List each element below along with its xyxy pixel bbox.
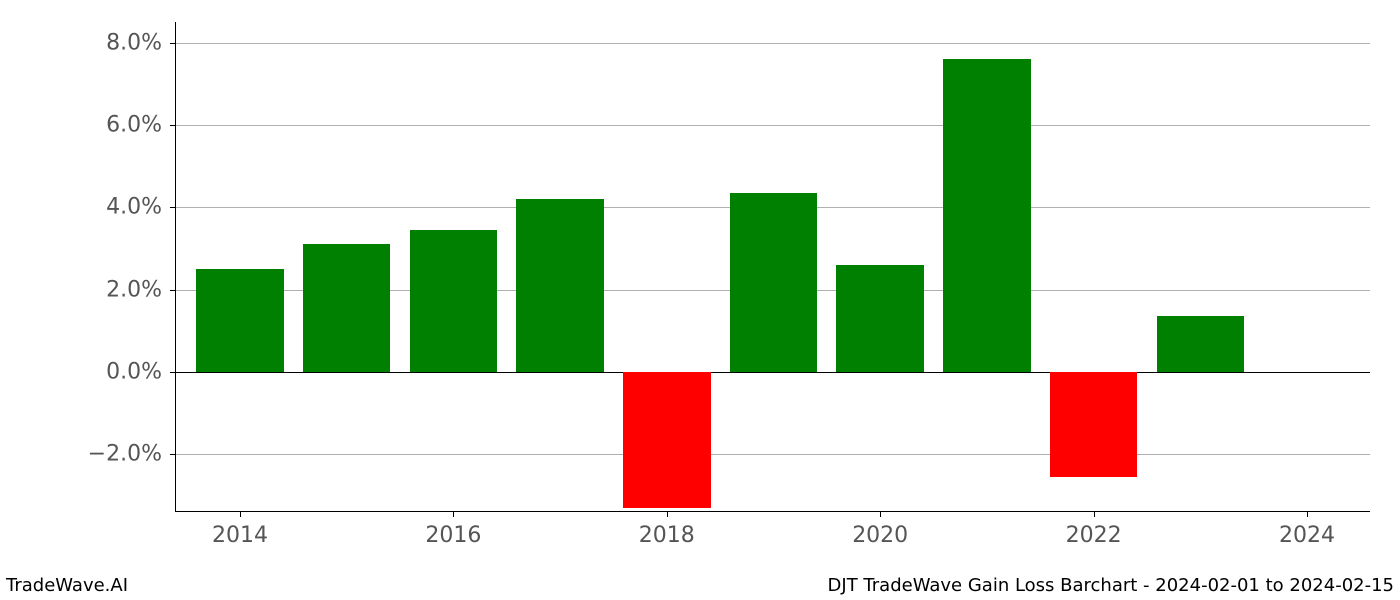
bar-2019 [730,193,817,372]
x-tick-label: 2016 [425,511,481,548]
footer-brand: TradeWave.AI [6,575,128,596]
x-tick-label: 2018 [639,511,695,548]
y-gridline [176,454,1370,455]
y-tick-label: 8.0% [106,30,176,55]
bar-2015 [303,244,390,372]
y-tick-label: 6.0% [106,112,176,137]
x-tick-label: 2020 [852,511,908,548]
bar-2022 [1050,372,1137,477]
bar-2014 [196,269,283,372]
footer-caption: DJT TradeWave Gain Loss Barchart - 2024-… [828,575,1394,596]
bar-2017 [516,199,603,372]
bar-2018 [623,372,710,508]
x-tick-label: 2024 [1279,511,1335,548]
y-gridline [176,43,1370,44]
bar-2023 [1157,316,1244,372]
y-tick-label: 2.0% [106,277,176,302]
y-tick-label: 0.0% [106,360,176,385]
y-gridline [176,125,1370,126]
plot-area: −2.0%0.0%2.0%4.0%6.0%8.0%201420162018202… [175,22,1370,512]
x-tick-label: 2014 [212,511,268,548]
zero-line [176,372,1370,373]
gain-loss-barchart: −2.0% 0.0% 2.0% 4.0% 6.0% 8.0% 2014 2016 2018 202… [0,0,1400,600]
y-tick-label: −2.0% [88,442,176,467]
bar-2020 [836,265,923,372]
bar-2016 [410,230,497,372]
x-tick-label: 2022 [1066,511,1122,548]
y-tick-label: 4.0% [106,195,176,220]
bar-2021 [943,59,1030,372]
